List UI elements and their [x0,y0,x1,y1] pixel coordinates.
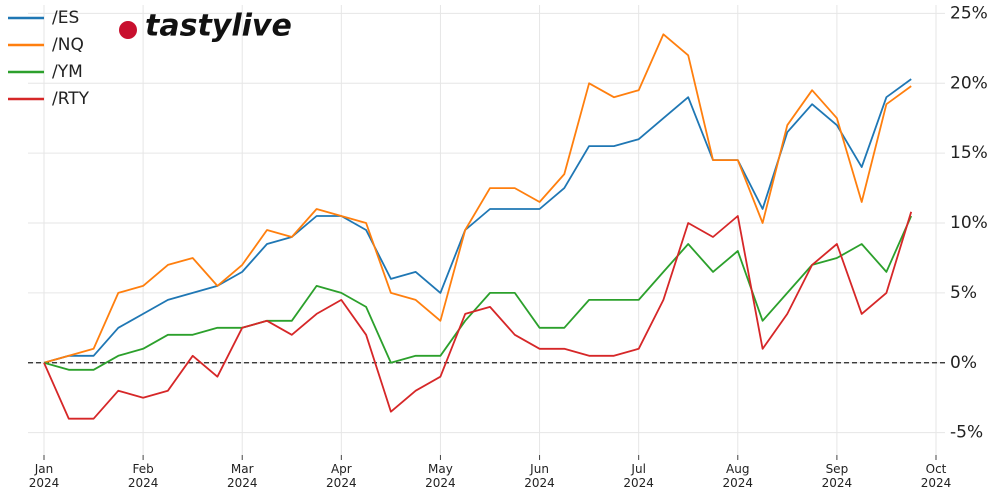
legend-label: /ES [52,8,79,28]
line [43,215,913,371]
legend-label: /RTY [52,89,90,109]
y-tick-label: 25% [950,3,988,23]
line [43,78,912,364]
y-tick-label: 5% [950,283,977,303]
logo: tastylive [145,9,292,44]
x-tick-label: Sep 2024 [822,462,853,490]
logo-cherry [119,21,137,39]
legend-label: /NQ [52,35,84,55]
x-tick-label: May 2024 [425,462,456,490]
x-tick-label: Jun 2024 [524,462,555,490]
y-tick-label: 10% [950,213,988,233]
line [43,211,913,420]
x-tick-label: Feb 2024 [128,462,159,490]
y-tick-label: -5% [950,423,983,443]
y-tick-label: 15% [950,143,988,163]
x-tick-label: Mar 2024 [227,462,258,490]
x-tick-label: Jul 2024 [623,462,654,490]
x-tick-label: Apr 2024 [326,462,357,490]
y-tick-label: 0% [950,353,977,373]
y-tick-label: 20% [950,73,988,93]
x-tick-label: Jan 2024 [29,462,60,490]
line [43,33,912,364]
x-tick-label: Aug 2024 [723,462,754,490]
legend-label: /YM [52,62,83,82]
x-tick-label: Oct 2024 [921,462,952,490]
